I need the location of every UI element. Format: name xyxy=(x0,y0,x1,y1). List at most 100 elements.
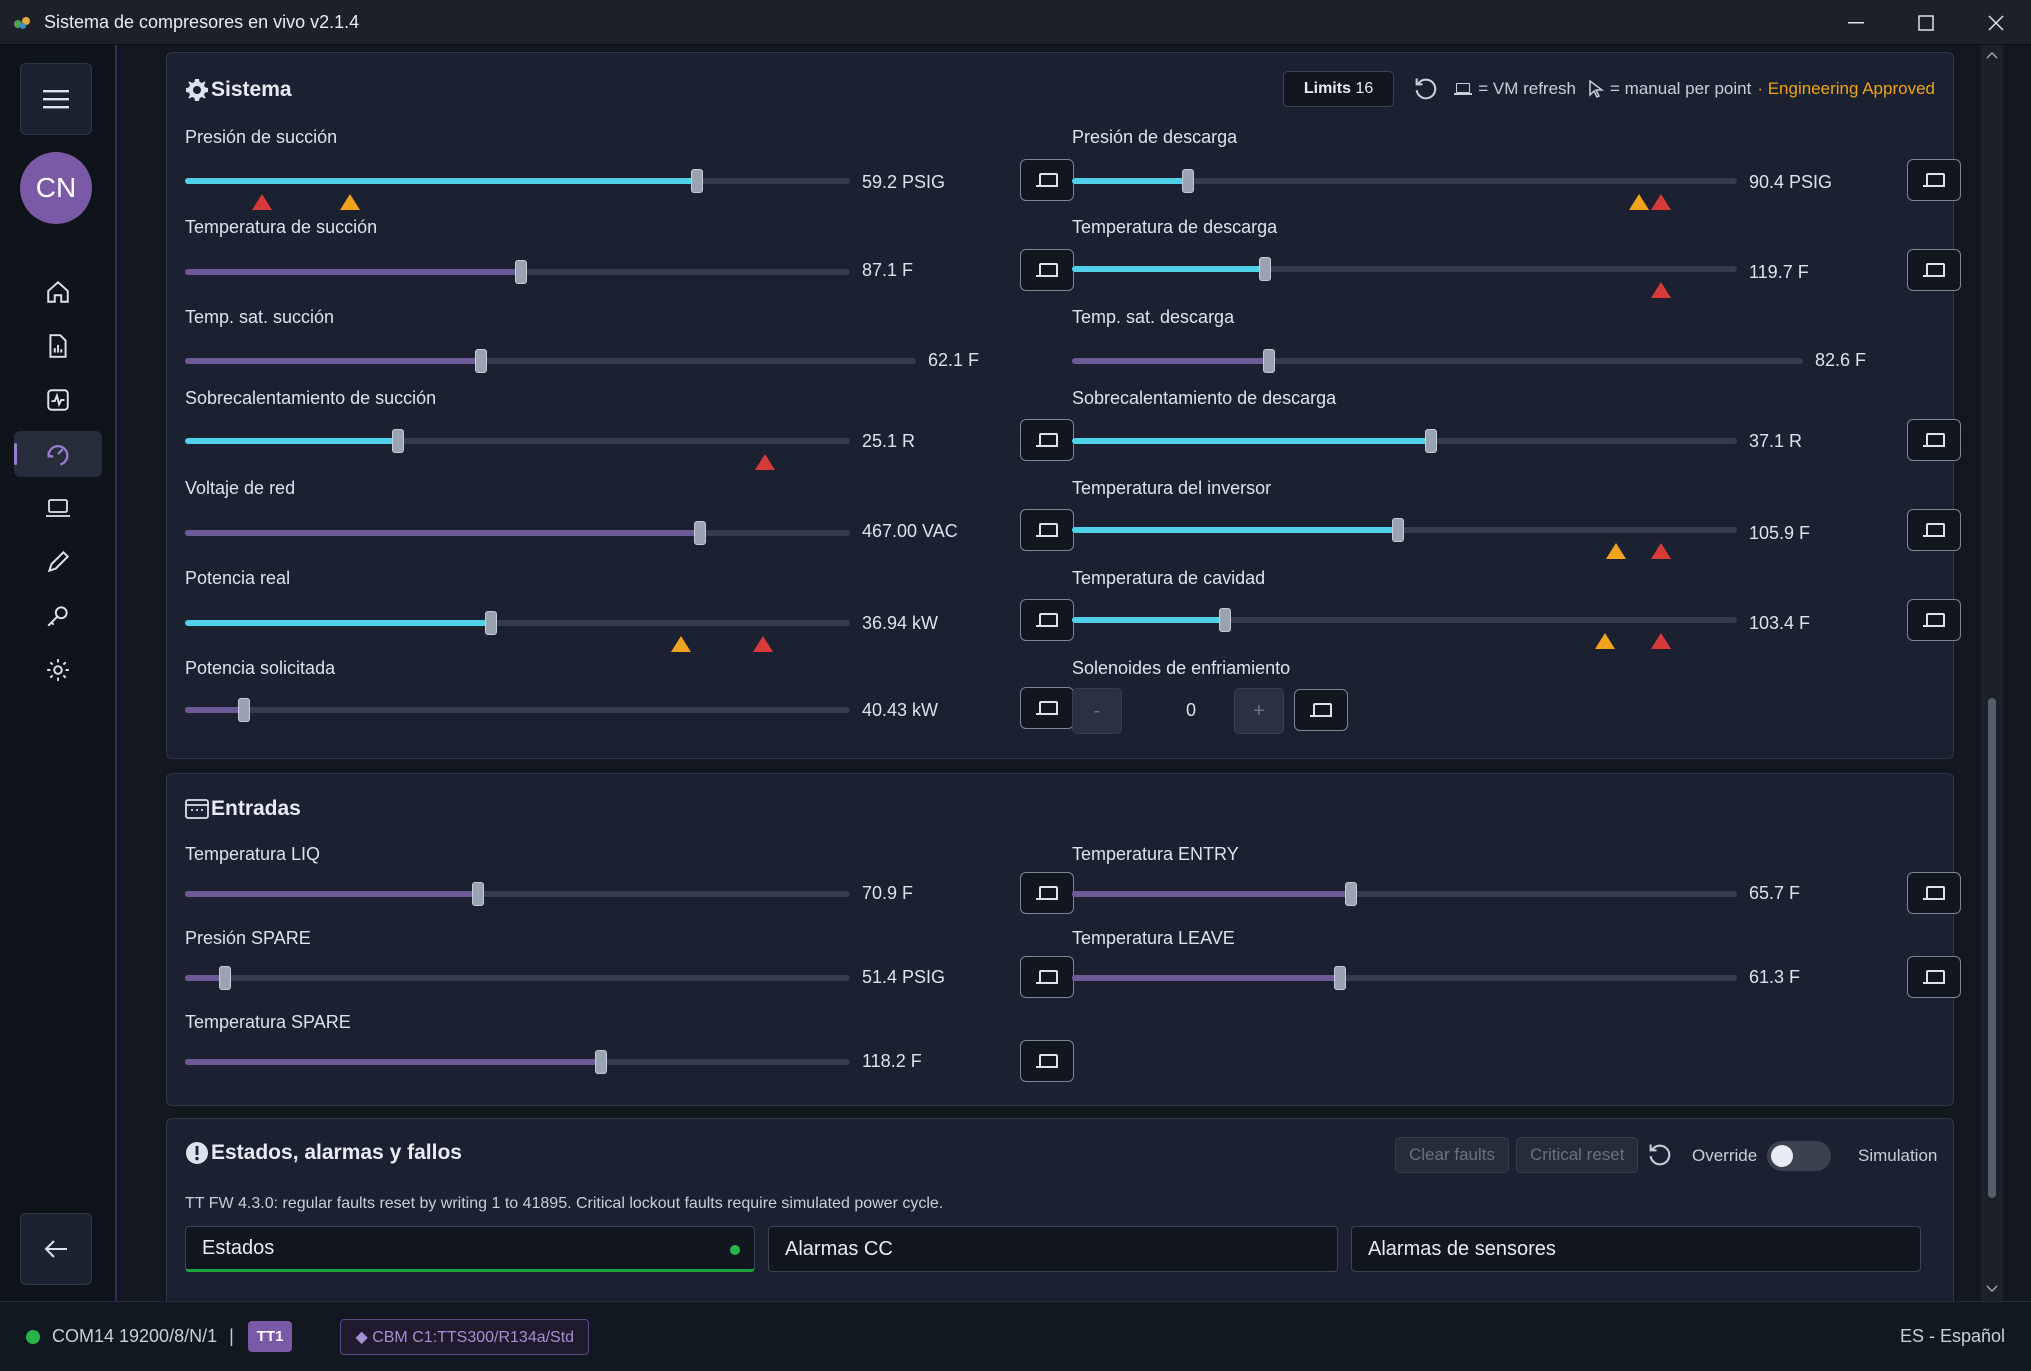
slider-thumb[interactable] xyxy=(218,966,231,990)
sidebar-item-live[interactable] xyxy=(14,431,102,477)
slider-thumb[interactable] xyxy=(471,882,484,906)
slider-presion-succion[interactable] xyxy=(185,169,850,193)
slider-thumb[interactable] xyxy=(1258,257,1271,281)
slider-presion-spare[interactable] xyxy=(185,966,850,990)
vm-button[interactable] xyxy=(1020,159,1074,201)
sidebar-item-activity[interactable] xyxy=(14,377,102,423)
value-readout: 467.00 VAC xyxy=(862,521,958,541)
value-readout: 37.1 R xyxy=(1749,431,1803,451)
tab-alarmas-cc[interactable]: Alarmas CC xyxy=(768,1226,1338,1272)
scrollbar[interactable] xyxy=(1981,45,2003,1301)
laptop-icon xyxy=(1036,700,1058,716)
slider-thumb[interactable] xyxy=(1425,429,1438,453)
sidebar-item-home[interactable] xyxy=(14,269,102,315)
override-toggle[interactable] xyxy=(1767,1141,1831,1171)
refresh-icon[interactable] xyxy=(1412,75,1440,103)
alarm-marker-red xyxy=(755,454,775,470)
slider-thumb[interactable] xyxy=(484,611,497,635)
slider-temperatura-spare[interactable] xyxy=(185,1050,850,1074)
stepper-minus-button[interactable]: - xyxy=(1072,688,1122,734)
vm-button[interactable] xyxy=(1907,249,1961,291)
vm-button[interactable] xyxy=(1294,689,1348,731)
row-label: Presión de descarga xyxy=(1072,127,1238,147)
status-bar: COM14 19200/8/N/1 | TT1 ◆ CBM C1:TTS300/… xyxy=(0,1301,2031,1371)
alert-circle-icon xyxy=(186,1142,208,1164)
slider-thumb[interactable] xyxy=(594,1050,607,1074)
scroll-up-icon[interactable] xyxy=(1986,51,1998,59)
tt-badge[interactable]: TT1 xyxy=(247,1321,293,1352)
refresh-icon[interactable] xyxy=(1646,1141,1674,1169)
slider-thumb[interactable] xyxy=(391,429,404,453)
vm-button[interactable] xyxy=(1907,956,1961,998)
vm-button[interactable] xyxy=(1020,509,1074,551)
slider-thumb[interactable] xyxy=(514,260,527,284)
scrollbar-thumb[interactable] xyxy=(1988,698,1996,1198)
slider-voltaje-red[interactable] xyxy=(185,521,850,545)
vm-button[interactable] xyxy=(1020,419,1074,461)
sidebar-item-edit[interactable] xyxy=(14,539,102,585)
slider-thumb[interactable] xyxy=(1182,169,1195,193)
slider-thumb[interactable] xyxy=(691,169,704,193)
scroll-down-icon[interactable] xyxy=(1986,1285,1998,1293)
slider-presion-descarga[interactable] xyxy=(1072,169,1737,193)
slider-temp-sat-descarga[interactable] xyxy=(1072,349,1803,373)
stepper-plus-button[interactable]: + xyxy=(1234,688,1284,734)
alarm-marker-orange xyxy=(1629,194,1649,210)
stepper-value: 0 xyxy=(1186,700,1197,720)
slider-thumb[interactable] xyxy=(475,349,488,373)
value-readout: 119.7 F xyxy=(1749,262,1809,282)
minimize-button[interactable] xyxy=(1821,0,1891,45)
critical-reset-button[interactable]: Critical reset xyxy=(1516,1137,1639,1173)
close-button[interactable] xyxy=(1961,0,2031,45)
vm-button[interactable] xyxy=(1907,599,1961,641)
maximize-button[interactable] xyxy=(1891,0,1961,45)
slider-thumb[interactable] xyxy=(1263,349,1276,373)
vm-button[interactable] xyxy=(1020,956,1074,998)
slider-thumb[interactable] xyxy=(1333,966,1346,990)
back-button[interactable] xyxy=(20,1213,92,1285)
vm-button[interactable] xyxy=(1907,872,1961,914)
slider-thumb[interactable] xyxy=(1391,518,1404,542)
slider-thumb[interactable] xyxy=(694,521,707,545)
row-label: Sobrecalentamiento de descarga xyxy=(1072,388,1337,408)
slider-thumb[interactable] xyxy=(1345,882,1358,906)
vm-button[interactable] xyxy=(1020,872,1074,914)
vm-button[interactable] xyxy=(1020,1040,1074,1082)
slider-sobrecalentamiento-succion[interactable] xyxy=(185,429,850,453)
slider-temperatura-liq[interactable] xyxy=(185,882,850,906)
sidebar-item-report[interactable] xyxy=(14,323,102,369)
slider-thumb[interactable] xyxy=(1218,608,1231,632)
slider-temperatura-cavidad[interactable] xyxy=(1072,608,1737,632)
vm-button[interactable] xyxy=(1907,159,1961,201)
vm-button[interactable] xyxy=(1020,599,1074,641)
alarm-marker-red xyxy=(1651,543,1671,559)
vm-button[interactable] xyxy=(1907,509,1961,551)
slider-temperatura-inversor[interactable] xyxy=(1072,518,1737,542)
sidebar-item-settings[interactable] xyxy=(14,647,102,693)
slider-temp-sat-succion[interactable] xyxy=(185,349,916,373)
vm-button[interactable] xyxy=(1907,419,1961,461)
clear-faults-button[interactable]: Clear faults xyxy=(1395,1137,1509,1173)
sidebar-item-tools[interactable] xyxy=(14,593,102,639)
limits-button[interactable]: Limits 16 xyxy=(1282,71,1395,107)
gear-icon xyxy=(186,79,208,101)
tab-alarmas-sensores[interactable]: Alarmas de sensores xyxy=(1351,1226,1921,1272)
avatar[interactable]: CN xyxy=(20,152,92,224)
sidebar-item-device[interactable] xyxy=(14,485,102,531)
slider-potencia-solicitada[interactable] xyxy=(185,698,850,722)
slider-potencia-real[interactable] xyxy=(185,611,850,635)
slider-thumb[interactable] xyxy=(237,698,250,722)
menu-button[interactable] xyxy=(20,63,92,135)
language-selector[interactable]: ES - Español xyxy=(1899,1326,2005,1346)
cbm-badge[interactable]: ◆ CBM C1:TTS300/R134a/Std xyxy=(340,1318,590,1355)
slider-temperatura-entry[interactable] xyxy=(1072,882,1737,906)
slider-sobrecalentamiento-descarga[interactable] xyxy=(1072,429,1737,453)
vm-button[interactable] xyxy=(1020,249,1074,291)
laptop-icon xyxy=(1923,969,1945,985)
vm-button[interactable] xyxy=(1020,687,1074,729)
slider-temperatura-succion[interactable] xyxy=(185,260,850,284)
slider-temperatura-leave[interactable] xyxy=(1072,966,1737,990)
slider-temperatura-descarga[interactable] xyxy=(1072,257,1737,281)
tab-estados[interactable]: Estados xyxy=(185,1226,755,1272)
slider-fill xyxy=(1072,438,1432,444)
